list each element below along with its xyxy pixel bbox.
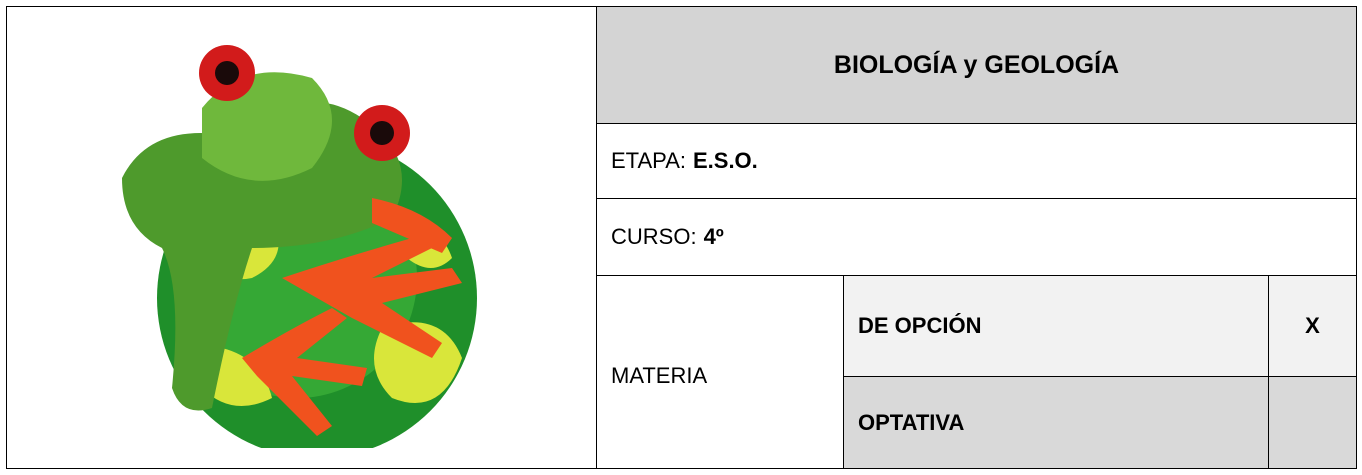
option-label: DE OPCIÓN — [843, 275, 1269, 377]
course-label: CURSO: — [611, 224, 697, 249]
stage-row: ETAPA: E.S.O. — [596, 123, 1357, 199]
option-mark-empty — [1268, 376, 1357, 469]
course-row: CURSO: 4º — [596, 198, 1357, 276]
option-mark: X — [1268, 275, 1357, 377]
course-value: 4º — [703, 224, 724, 249]
stage-label: ETAPA: — [611, 148, 686, 173]
frog-globe-image — [121, 44, 477, 448]
option-label: OPTATIVA — [843, 376, 1269, 469]
subject-title: BIOLOGÍA y GEOLOGÍA — [596, 6, 1357, 124]
stage-value: E.S.O. — [692, 148, 758, 173]
subject-label: MATERIA — [596, 275, 844, 469]
image-cell — [6, 6, 597, 469]
